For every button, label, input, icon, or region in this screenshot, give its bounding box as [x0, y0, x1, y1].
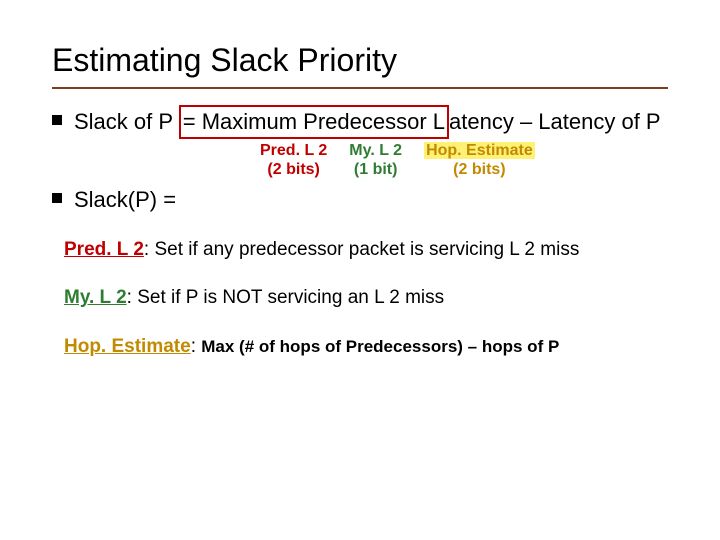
- field-myl2-name: My. L 2: [349, 141, 402, 160]
- bullet-slackp: Slack(P) =: [52, 185, 668, 215]
- field-predl2-bits: (2 bits): [260, 160, 327, 179]
- field-hopest-name: Hop. Estimate: [424, 141, 535, 160]
- def-predl2-label: Pred. L 2: [64, 239, 144, 260]
- field-predl2-name: Pred. L 2: [260, 141, 327, 160]
- bullet2-text: Slack(P) =: [74, 185, 176, 215]
- def-myl2-label: My. L 2: [64, 287, 127, 308]
- bullet1-part-b: = Maximum Predecessor L: [183, 109, 445, 134]
- bullet-slack-of-p: Slack of P = Maximum Predecessor Latency…: [52, 107, 668, 137]
- bit-fields-row: Pred. L 2 (2 bits) My. L 2 (1 bit) Hop. …: [260, 141, 668, 179]
- def-hopest: Hop. Estimate: Max (# of hops of Predece…: [64, 334, 668, 361]
- field-hopest: Hop. Estimate (2 bits): [424, 141, 535, 179]
- slide: Estimating Slack Priority Slack of P = M…: [0, 0, 720, 540]
- slide-title: Estimating Slack Priority: [52, 42, 668, 85]
- def-hopest-label: Hop. Estimate: [64, 336, 191, 357]
- field-myl2-bits: (1 bit): [349, 160, 402, 179]
- def-hopest-text: Max (# of hops of Predecessors) – hops o…: [201, 337, 559, 356]
- bullet-square-icon: [52, 115, 62, 125]
- field-predl2: Pred. L 2 (2 bits): [260, 141, 327, 179]
- bullet1-part-c: atency – Latency of P: [449, 109, 661, 134]
- title-rule: [52, 87, 668, 89]
- hopest-highlight: Hop. Estimate: [424, 142, 535, 159]
- def-myl2-text: : Set if P is NOT servicing an L 2 miss: [127, 287, 444, 308]
- bullet-square-icon: [52, 193, 62, 203]
- def-hopest-colon: :: [191, 336, 202, 357]
- bullet1-part-a: Slack of P: [74, 109, 179, 134]
- def-myl2: My. L 2: Set if P is NOT servicing an L …: [64, 285, 668, 312]
- definitions: Pred. L 2: Set if any predecessor packet…: [52, 237, 668, 361]
- def-predl2: Pred. L 2: Set if any predecessor packet…: [64, 237, 668, 264]
- field-hopest-bits: (2 bits): [424, 160, 535, 179]
- bullet-text: Slack of P = Maximum Predecessor Latency…: [74, 107, 661, 137]
- red-highlight-box: = Maximum Predecessor L: [179, 105, 449, 139]
- def-predl2-text: : Set if any predecessor packet is servi…: [144, 239, 579, 260]
- field-myl2: My. L 2 (1 bit): [349, 141, 402, 179]
